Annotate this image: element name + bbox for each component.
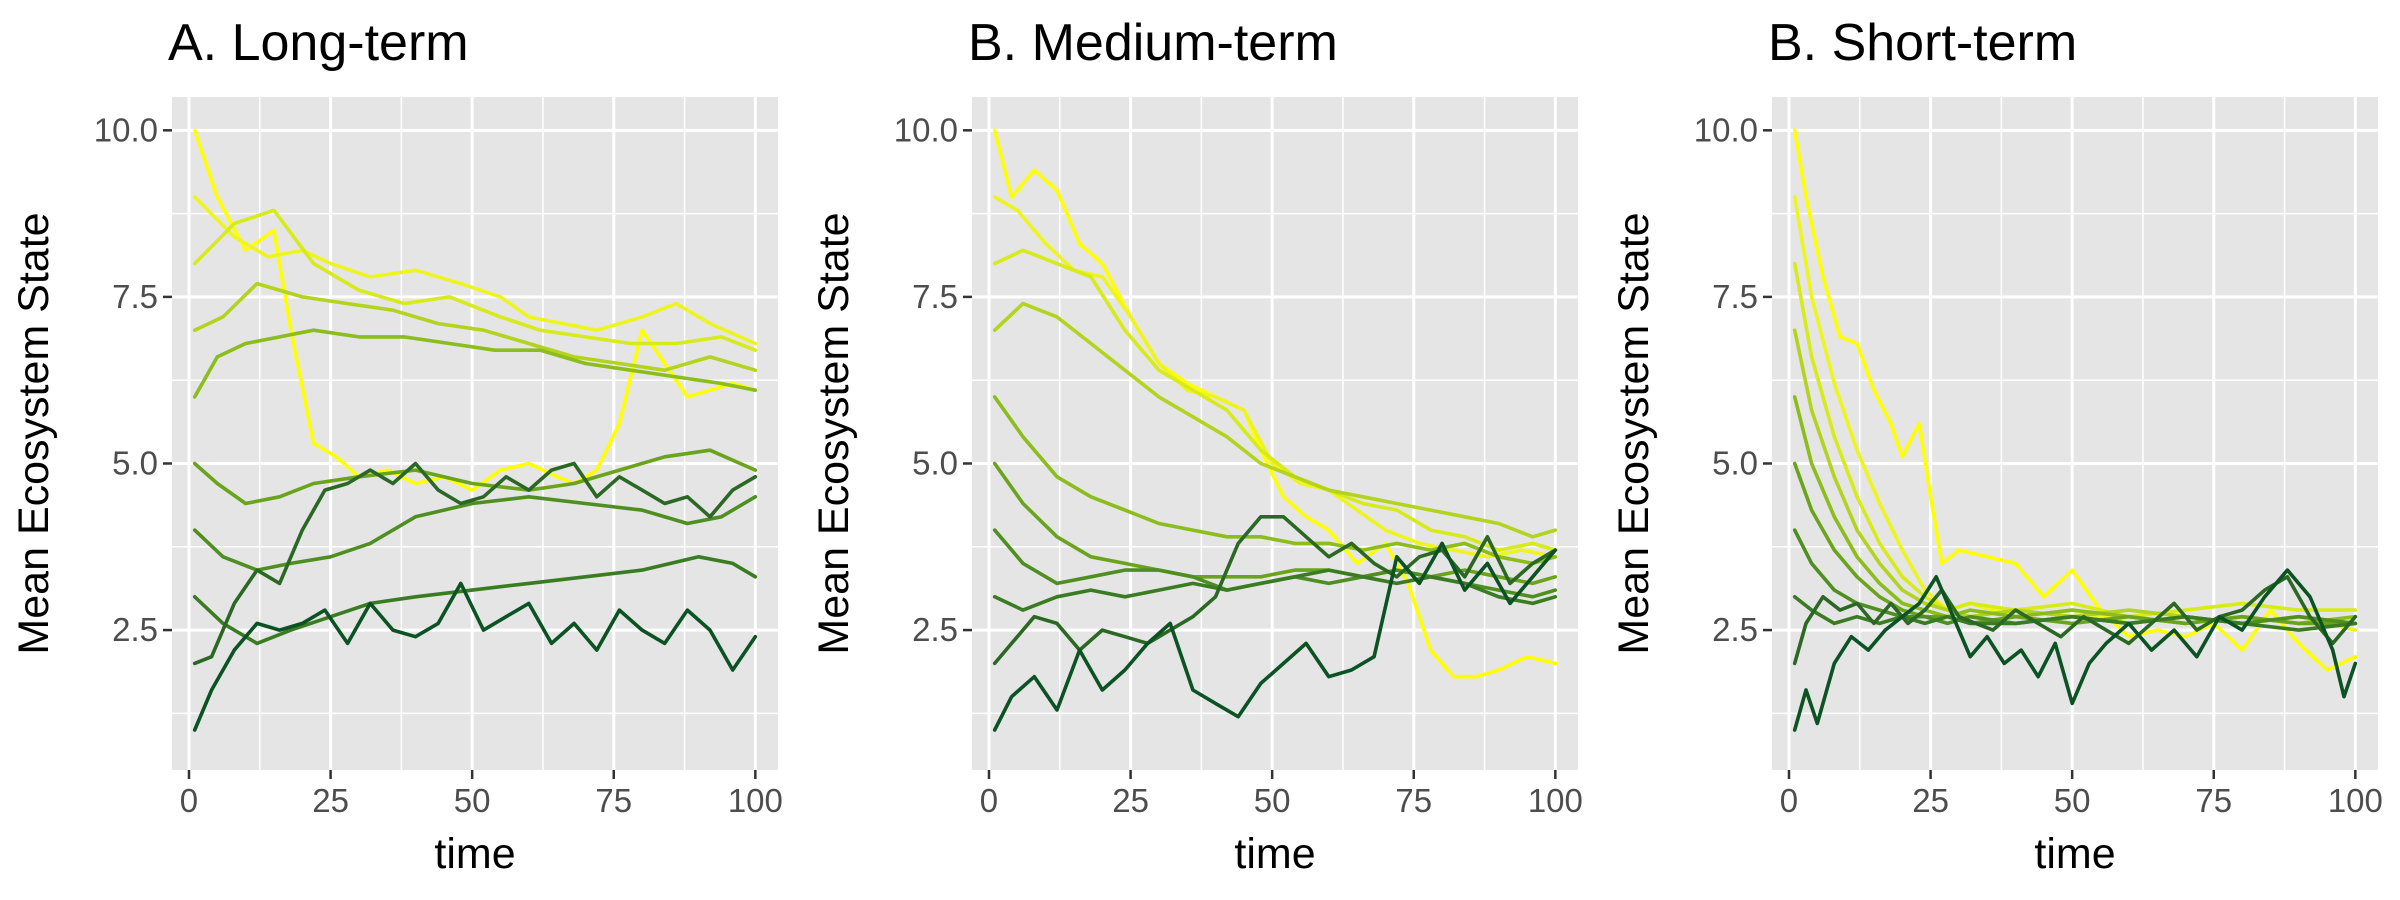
x-tick-label: 75: [595, 782, 632, 819]
y-tick-label: 7.5: [912, 278, 958, 315]
x-tick-label: 75: [1395, 782, 1432, 819]
x-axis-label: time: [2034, 830, 2115, 878]
y-tick-label: 5.0: [1712, 444, 1758, 481]
x-tick-label: 25: [1912, 782, 1949, 819]
y-tick-label: 5.0: [912, 444, 958, 481]
x-tick-label: 50: [2054, 782, 2091, 819]
x-tick-label: 0: [1780, 782, 1798, 819]
x-axis-label: time: [434, 830, 515, 878]
series-line-10: [992, 541, 1558, 732]
series-line-3: [1792, 261, 2358, 619]
panel-3: 0 25 50 75 100 2.5 5.0 7.5 10.0 B. Short-term time…: [1610, 14, 2383, 878]
series-line-10: [1792, 568, 2358, 732]
x-tick-label: 25: [1112, 782, 1149, 819]
y-tick-label: 2.5: [1712, 611, 1758, 648]
panel-1: 0 25 50 75 100 2.5 5.0 7.5 10.0 A. Long-term time M…: [10, 14, 783, 878]
panel-background: [172, 97, 778, 770]
series-line-7: [192, 495, 758, 572]
panel-title: A. Long-term: [168, 14, 469, 72]
series-line-3: [992, 248, 1558, 552]
y-tick-label: 2.5: [912, 611, 958, 648]
y-tick-label: 10.0: [94, 111, 158, 148]
panel-title: B. Short-term: [1768, 14, 2077, 72]
y-tick-label: 7.5: [112, 278, 158, 315]
series-line-9: [192, 461, 758, 666]
y-tick-label: 10.0: [894, 111, 958, 148]
series-line-9: [992, 515, 1558, 666]
series-line-9: [1792, 575, 2358, 666]
x-tick-label: 75: [2195, 782, 2232, 819]
series-line-5: [192, 328, 758, 399]
x-tick-label: 100: [2328, 782, 2383, 819]
x-tick-label: 25: [312, 782, 349, 819]
y-tick-label: 10.0: [1694, 111, 1758, 148]
y-axis-label: Mean Ecosystem State: [1610, 212, 1658, 654]
series-line-1: [992, 128, 1558, 679]
panel-2: 0 25 50 75 100 2.5 5.0 7.5 10.0 B. Medium-term tim…: [810, 14, 1583, 878]
series-line-6: [192, 448, 758, 506]
x-tick-label: 50: [454, 782, 491, 819]
x-tick-label: 100: [728, 782, 783, 819]
series-line-3: [192, 208, 758, 352]
series-line-5: [992, 395, 1558, 566]
series-line-4: [992, 301, 1558, 539]
series-line-1: [1792, 128, 2358, 672]
series-line-2: [192, 195, 758, 346]
x-tick-label: 100: [1528, 782, 1583, 819]
x-tick-label: 0: [980, 782, 998, 819]
series-line-10: [192, 581, 758, 732]
y-tick-label: 5.0: [112, 444, 158, 481]
y-tick-label: 7.5: [1712, 278, 1758, 315]
panel-background: [1772, 97, 2378, 770]
y-tick-label: 2.5: [112, 611, 158, 648]
series-line-8: [192, 555, 758, 646]
panel-background: [972, 97, 1578, 770]
series-line-4: [192, 281, 758, 372]
x-tick-label: 50: [1254, 782, 1291, 819]
series-line-6: [992, 461, 1558, 586]
y-axis-label: Mean Ecosystem State: [10, 212, 58, 654]
x-axis-label: time: [1234, 830, 1315, 878]
x-tick-label: 0: [180, 782, 198, 819]
panel-title: B. Medium-term: [968, 14, 1338, 72]
y-axis-label: Mean Ecosystem State: [810, 212, 858, 654]
